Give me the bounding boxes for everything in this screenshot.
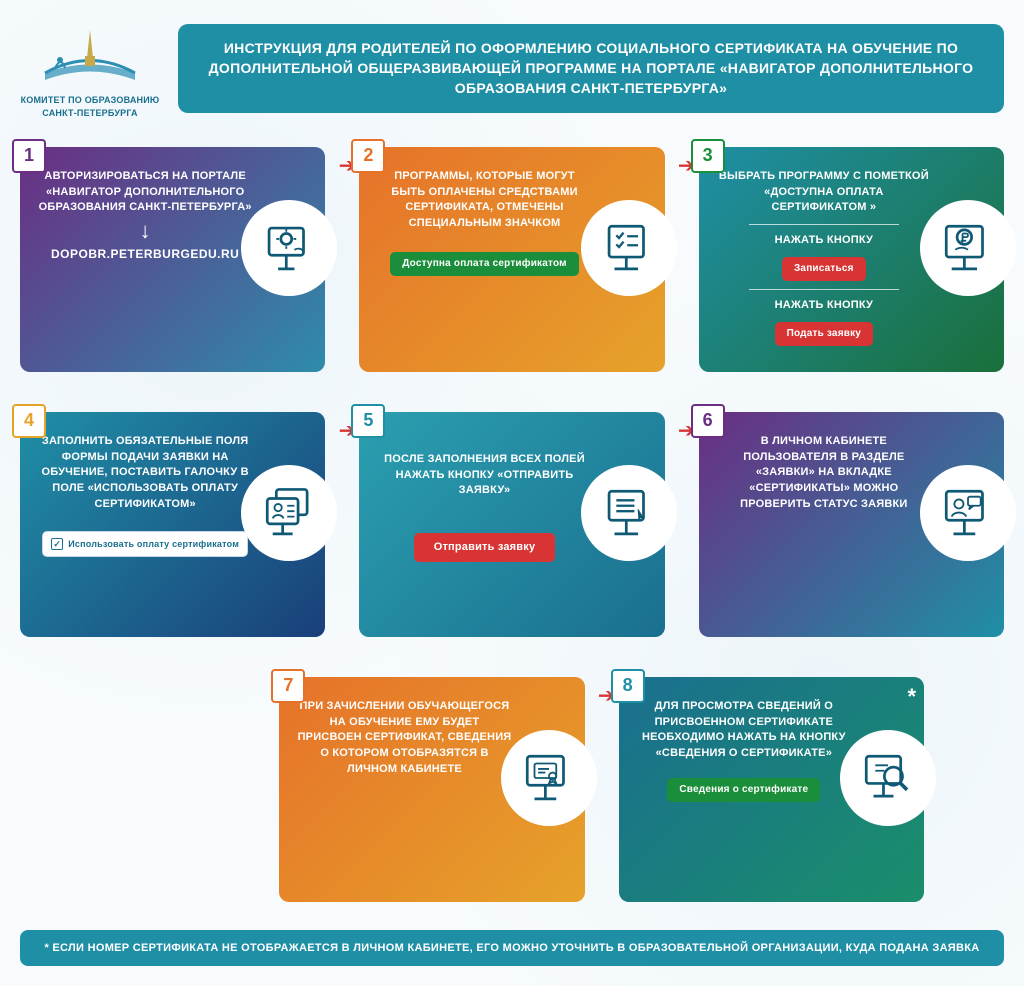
step-badge: 1: [12, 139, 46, 173]
step-number: 7: [283, 675, 293, 696]
submit-button[interactable]: Отправить заявку: [414, 533, 556, 562]
divider: [749, 289, 899, 290]
step-3: 3 ВЫБРАТЬ ПРОГРАММУ С ПОМЕТКОЙ «ДОСТУПНА…: [699, 147, 1004, 372]
step-badge: 4: [12, 404, 46, 438]
header: КОМИТЕТ ПО ОБРАЗОВАНИЮ САНКТ-ПЕТЕРБУРГА …: [20, 18, 1004, 119]
step-7: 7 ➔ ПРИ ЗАЧИС: [279, 677, 584, 902]
logo-line1: КОМИТЕТ ПО ОБРАЗОВАНИЮ: [20, 95, 160, 106]
step-text: ДЛЯ ПРОСМОТРА СВЕДЕНИЙ О ПРИСВОЕННОМ СЕР…: [637, 699, 851, 763]
step-text: ПРОГРАММЫ, КОТОРЫЕ МОГУТ БЫТЬ ОПЛАЧЕНЫ С…: [377, 169, 591, 233]
apply-button[interactable]: Подать заявку: [775, 322, 873, 346]
card: ПОСЛЕ ЗАПОЛНЕНИЯ ВСЕХ ПОЛЕЙ НАЖАТЬ КНОПК…: [359, 412, 664, 637]
step-text: В ЛИЧНОМ КАБИНЕТЕ ПОЛЬЗОВАТЕЛЯ В РАЗДЕЛЕ…: [717, 434, 931, 514]
page: КОМИТЕТ ПО ОБРАЗОВАНИЮ САНКТ-ПЕТЕРБУРГА …: [0, 0, 1024, 986]
step-text: ПОСЛЕ ЗАПОЛНЕНИЯ ВСЕХ ПОЛЕЙ НАЖАТЬ КНОПК…: [377, 452, 591, 500]
step-1: 1 ➔ АВТОРИЗИРОВАТЬСЯ НА ПОРТАЛЕ «НАВИГАТ…: [20, 147, 325, 372]
step-2: 2 ➔ ПРОГРАММЫ, КОТОРЫЕ МОГУТ БЫТЬ ОПЛАЧЕ…: [359, 147, 664, 372]
card: АВТОРИЗИРОВАТЬСЯ НА ПОРТАЛЕ «НАВИГАТОР Д…: [20, 147, 325, 372]
card: В ЛИЧНОМ КАБИНЕТЕ ПОЛЬЗОВАТЕЛЯ В РАЗДЕЛЕ…: [699, 412, 1004, 637]
spb-logo-icon: [35, 18, 145, 88]
page-title: ИНСТРУКЦИЯ ДЛЯ РОДИТЕЛЕЙ ПО ОФОРМЛЕНИЮ С…: [178, 24, 1004, 113]
row-3: 7 ➔ ПРИ ЗАЧИС: [20, 677, 1004, 902]
step-number: 8: [623, 675, 633, 696]
step-8: 8 * ДЛЯ ПРОСМОТРА СВЕДЕНИЙ: [619, 677, 924, 902]
footnote: * ЕСЛИ НОМЕР СЕРТИФИКАТА НЕ ОТОБРАЖАЕТСЯ…: [20, 930, 1004, 966]
certificate-icon: [503, 732, 595, 824]
gear-hand-icon: [243, 202, 335, 294]
user-chat-icon: [922, 467, 1014, 559]
step-text: ЗАПОЛНИТЬ ОБЯЗАТЕЛЬНЫЕ ПОЛЯ ФОРМЫ ПОДАЧИ…: [38, 434, 252, 514]
step-number: 3: [703, 145, 713, 166]
card: ЗАПОЛНИТЬ ОБЯЗАТЕЛЬНЫЕ ПОЛЯ ФОРМЫ ПОДАЧИ…: [20, 412, 325, 637]
step-badge: 7: [271, 669, 305, 703]
use-cert-checkbox[interactable]: ✓ Использовать оплату сертификатом: [42, 531, 248, 557]
step-text: ВЫБРАТЬ ПРОГРАММУ С ПОМЕТКОЙ «ДОСТУПНА О…: [717, 169, 931, 217]
card: ПРОГРАММЫ, КОТОРЫЕ МОГУТ БЫТЬ ОПЛАЧЕНЫ С…: [359, 147, 664, 372]
step-6: 6 В ЛИЧНОМ КАБИНЕТЕ ПОЛЬЗОВАТЕЛЯ В РАЗДЕ…: [699, 412, 1004, 637]
cert-info-button[interactable]: Сведения о сертификате: [667, 778, 820, 802]
step-number: 6: [703, 410, 713, 431]
asterisk-icon: *: [907, 681, 916, 713]
step-number: 1: [24, 145, 34, 166]
ruble-hand-icon: [922, 202, 1014, 294]
step-badge: 8: [611, 669, 645, 703]
arrow-down-icon: ↓: [38, 220, 252, 242]
list-pointer-icon: [583, 467, 675, 559]
step-number: 5: [363, 410, 373, 431]
step-number: 4: [24, 410, 34, 431]
sub-label: НАЖАТЬ КНОПКУ: [717, 233, 931, 249]
step-badge: 6: [691, 404, 725, 438]
steps-grid: 1 ➔ АВТОРИЗИРОВАТЬСЯ НА ПОРТАЛЕ «НАВИГАТ…: [20, 147, 1004, 902]
cert-available-badge: Доступна оплата сертификатом: [390, 252, 579, 276]
step-text: АВТОРИЗИРОВАТЬСЯ НА ПОРТАЛЕ «НАВИГАТОР Д…: [38, 169, 252, 217]
checkbox-icon: ✓: [51, 538, 63, 550]
step-4: 4 ➔ ЗАПОЛНИТЬ ОБЯЗАТЕЛЬНЫЕ ПОЛЯ ФОРМЫ ПО…: [20, 412, 325, 637]
checkbox-label: Использовать оплату сертификатом: [68, 540, 239, 549]
org-logo: КОМИТЕТ ПО ОБРАЗОВАНИЮ САНКТ-ПЕТЕРБУРГА: [20, 18, 160, 119]
search-cert-icon: [842, 732, 934, 824]
card: ПРИ ЗАЧИСЛЕНИИ ОБУЧАЮЩЕГОСЯ НА ОБУЧЕНИЕ …: [279, 677, 584, 902]
step-5: 5 ➔ ПОСЛЕ ЗАПОЛНЕНИЯ ВСЕХ ПОЛЕЙ НАЖАТЬ К…: [359, 412, 664, 637]
checklist-icon: [583, 202, 675, 294]
logo-line2: САНКТ-ПЕТЕРБУРГА: [20, 108, 160, 119]
divider: [749, 224, 899, 225]
step-number: 2: [363, 145, 373, 166]
card: ВЫБРАТЬ ПРОГРАММУ С ПОМЕТКОЙ «ДОСТУПНА О…: [699, 147, 1004, 372]
form-user-icon: [243, 467, 335, 559]
sub-label: НАЖАТЬ КНОПКУ: [717, 298, 931, 314]
step-badge: 2: [351, 139, 385, 173]
step-text: ПРИ ЗАЧИСЛЕНИИ ОБУЧАЮЩЕГОСЯ НА ОБУЧЕНИЕ …: [297, 699, 511, 779]
card: * ДЛЯ ПРОСМОТРА СВЕДЕНИЙ О ПРИСВОЕННОМ С…: [619, 677, 924, 902]
enroll-button[interactable]: Записаться: [782, 257, 866, 281]
portal-url: DOPOBR.PETERBURGEDU.RU: [38, 246, 252, 263]
step-badge: 3: [691, 139, 725, 173]
step-badge: 5: [351, 404, 385, 438]
